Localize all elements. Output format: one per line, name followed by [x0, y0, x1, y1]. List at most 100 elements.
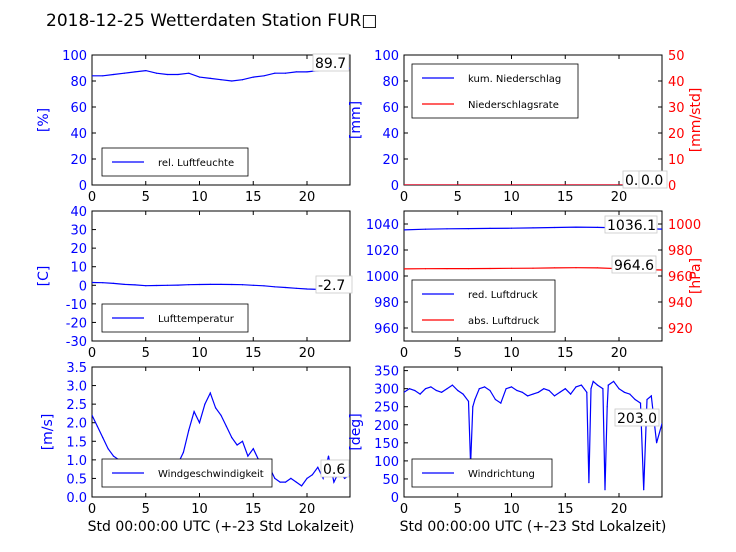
x-tick-label: 5 — [142, 502, 150, 517]
data-point — [92, 75, 93, 77]
data-point — [155, 284, 158, 287]
y-axis-label: [deg] — [348, 413, 364, 450]
data-point — [284, 481, 287, 483]
data-point — [404, 391, 405, 393]
x-tick-label: 20 — [299, 346, 316, 361]
y-axis-label: [mm] — [348, 101, 364, 139]
legend-entry: Lufttemperatur — [158, 314, 235, 325]
x-tick-label: 10 — [503, 190, 520, 205]
data-point — [613, 380, 615, 382]
x-tick-label: 10 — [503, 502, 520, 517]
y-tick-label: 60 — [382, 101, 399, 116]
data-point — [274, 286, 276, 288]
data-point — [521, 391, 523, 393]
data-point — [279, 481, 281, 483]
data-point — [198, 283, 201, 286]
data-point — [643, 489, 645, 491]
x-tick-label: 5 — [142, 190, 150, 205]
last-value-label: 0.0 — [641, 173, 663, 189]
data-point — [646, 398, 648, 401]
legend-entry: rel. Luftfeuchte — [158, 158, 234, 169]
y-tick-label: 1.5 — [66, 435, 87, 450]
y-tick-label: 350 — [374, 365, 399, 380]
y-tick-label: 1040 — [366, 218, 399, 233]
data-point — [478, 388, 480, 390]
data-point — [198, 76, 201, 78]
y-tick-label: 250 — [374, 401, 399, 416]
data-point — [404, 268, 405, 270]
data-point — [241, 79, 244, 81]
data-point — [537, 391, 540, 393]
legend-entry: Windrichtung — [468, 469, 535, 480]
data-point — [102, 437, 104, 439]
data-point — [634, 398, 636, 401]
data-point — [284, 286, 287, 289]
x-tick-label: 5 — [454, 190, 462, 205]
last-value-box — [320, 459, 350, 478]
data-point — [446, 268, 448, 270]
data-point — [564, 388, 566, 390]
y-tick-label: -10 — [66, 298, 87, 313]
data-point — [661, 228, 662, 230]
data-point — [263, 75, 265, 77]
data-point — [204, 403, 206, 405]
last-value-box — [614, 408, 660, 427]
x-tick-label: 15 — [245, 502, 262, 517]
data-point — [231, 80, 233, 82]
legend-entry: abs. Luftdruck — [468, 316, 539, 327]
data-point — [505, 388, 507, 390]
data-point — [623, 391, 626, 393]
data-point — [430, 386, 432, 388]
data-point — [575, 386, 577, 388]
data-point — [510, 227, 513, 229]
data-point — [112, 73, 115, 76]
data-point — [532, 227, 534, 229]
data-point — [220, 414, 222, 416]
x-tick-label: 10 — [191, 502, 208, 517]
y-tick-label: 0 — [391, 491, 399, 506]
last-value-label: 1036.1 — [607, 218, 656, 234]
data-point — [543, 388, 545, 390]
data-point — [252, 448, 254, 450]
y-tick-label: 10 — [70, 261, 87, 276]
data-point — [639, 402, 642, 404]
data-point — [112, 455, 115, 457]
legend-box — [411, 63, 579, 119]
y-tick-label: -30 — [66, 335, 87, 350]
data-point — [575, 267, 577, 269]
data-point — [327, 455, 330, 457]
data-point — [241, 440, 244, 442]
y-tick-label: 80 — [70, 75, 87, 90]
last-value-label: 89.7 — [315, 56, 346, 72]
y-tick-label: 100 — [374, 455, 399, 470]
legend-entry: Windgeschwindigkeit — [158, 469, 264, 480]
data-point — [596, 267, 599, 269]
data-point — [225, 425, 227, 427]
data-point — [467, 228, 470, 230]
data-point — [457, 389, 459, 392]
y-axis-label: [m/s] — [40, 414, 56, 451]
data-point — [134, 71, 136, 73]
data-point — [500, 402, 502, 404]
data-point — [618, 388, 620, 390]
data-point — [102, 282, 104, 284]
data-point — [107, 448, 109, 450]
y2-tick-label: 10 — [668, 153, 685, 168]
legend-entry: red. Luftdruck — [468, 290, 538, 301]
data-point — [446, 228, 448, 230]
data-point — [532, 267, 534, 269]
y2-axis-label: [mm/std] — [688, 88, 704, 153]
data-point — [414, 389, 416, 392]
last-value-label: 0.6 — [323, 462, 345, 478]
y-tick-label: 0 — [79, 279, 87, 294]
y2-axis-label: [hPa] — [688, 258, 704, 294]
data-point — [451, 384, 453, 386]
data-point — [241, 284, 244, 286]
data-point — [231, 437, 233, 439]
y2-tick-label: 940 — [668, 296, 693, 311]
data-point — [484, 386, 486, 388]
x-tick-label: 15 — [557, 190, 574, 205]
data-point — [193, 411, 195, 413]
y2-tick-label: 960 — [668, 270, 693, 285]
